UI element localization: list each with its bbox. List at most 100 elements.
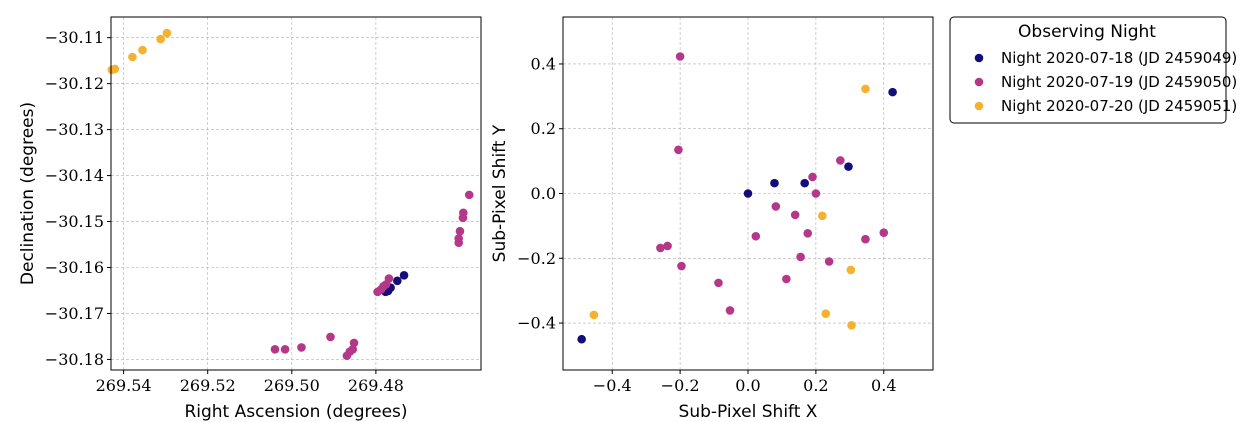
radec-axes-frame: [110, 16, 482, 371]
radec-data-point: [110, 64, 120, 74]
shift-data-point: [824, 257, 834, 266]
radec-points: [107, 28, 474, 361]
radec-y-tick-label: −30.13: [45, 120, 104, 139]
shift-data-point: [675, 52, 685, 61]
shift-series-3: [589, 84, 870, 330]
radec-data-point: [399, 271, 409, 280]
legend-item: Night 2020-07-18 (JD 2459049): [974, 49, 1237, 67]
shift-data-point: [751, 231, 761, 241]
radec-y-tick-label: −30.14: [45, 166, 104, 185]
radec-x-axis-label: Right Ascension (degrees): [184, 402, 407, 422]
shift-y-axis-label: Sub-Pixel Shift Y: [490, 124, 510, 262]
radec-data-point: [138, 45, 147, 55]
legend-item-label: Night 2020-07-19 (JD 2459050): [1001, 73, 1237, 91]
radec-series-2: [270, 190, 474, 361]
shift-data-point: [861, 84, 870, 94]
shift-series-2: [656, 52, 889, 315]
radec-y-ticks: −30.11 −30.12 −30.13 −30.14 −30.15 −30.16 −30.…: [45, 28, 111, 369]
radec-y-tick-label: −30.15: [45, 212, 104, 231]
shift-data-point: [663, 241, 672, 251]
legend-marker: [974, 101, 984, 111]
shift-data-point: [844, 162, 853, 171]
radec-y-tick-label: −30.17: [45, 304, 104, 323]
radec-data-point: [326, 332, 335, 342]
shift-x-tick-label: −0.4: [593, 376, 632, 395]
shift-points: [577, 52, 897, 344]
shift-y-tick-label: −0.2: [517, 249, 556, 268]
shift-data-point: [888, 87, 897, 97]
shift-data-point: [803, 229, 813, 238]
shift-data-point: [589, 310, 599, 320]
radec-scatter-plot: 269.54 269.52 269.50 269.48−30.11−30.12−30.…: [18, 16, 482, 422]
shift-y-tick-label: 0.2: [531, 119, 556, 138]
shift-data-point: [677, 261, 686, 271]
radec-grid: [111, 17, 481, 370]
shift-data-point: [836, 156, 845, 165]
shift-series-1: [577, 87, 897, 344]
shift-x-ticks: −0.4 −0.2 0.0 0.2 0.4: [593, 370, 897, 395]
shift-y-tick-label: 0.0: [531, 184, 556, 203]
legend-marker: [974, 77, 984, 87]
subpixel-shift-scatter-plot: −0.4 −0.2 0.0 0.2 0.4 0.4 0.2 0.0 −0.2 −0.4 Sub-Pi…: [490, 16, 934, 422]
radec-y-tick-label: −30.16: [45, 258, 104, 277]
radec-y-tick-label: −30.18: [45, 350, 104, 369]
radec-data-point: [270, 345, 280, 354]
radec-data-point: [162, 28, 172, 38]
radec-x-ticks: 269.54 269.52 269.50 269.48: [96, 370, 404, 395]
radec-data-point: [128, 52, 137, 62]
shift-data-point: [577, 334, 586, 344]
shift-data-point: [847, 321, 856, 330]
radec-series-3: [107, 28, 172, 75]
shift-data-point: [725, 306, 735, 315]
radec-data-point: [342, 351, 352, 361]
shift-x-tick-label: −0.2: [661, 376, 700, 395]
legend-title: Observing Night: [1018, 22, 1156, 42]
shift-data-point: [818, 211, 827, 221]
shift-data-point: [808, 172, 817, 182]
radec-data-point: [280, 345, 290, 354]
radec-x-tick-label: 269.52: [180, 376, 236, 395]
radec-x-tick-label: 269.50: [264, 376, 320, 395]
radec-y-tick-label: −30.11: [45, 28, 104, 47]
radec-data-point: [373, 287, 382, 297]
radec-data-point: [454, 238, 464, 247]
shift-data-point: [770, 178, 779, 188]
shift-data-point: [714, 278, 723, 288]
shift-x-tick-label: 0.4: [871, 376, 896, 395]
shift-data-point: [821, 309, 831, 318]
legend-item: Night 2020-07-20 (JD 2459051): [974, 97, 1237, 115]
shift-data-point: [879, 228, 889, 237]
radec-data-point: [455, 226, 465, 236]
shift-data-point: [743, 189, 753, 198]
shift-data-point: [846, 265, 856, 275]
legend: Observing Night Night 2020-07-18 (JD 245…: [949, 16, 1237, 124]
legend-items: Night 2020-07-18 (JD 2459049) Night 2020-…: [974, 49, 1237, 115]
legend-item: Night 2020-07-19 (JD 2459050): [974, 73, 1237, 91]
shift-data-point: [861, 234, 870, 244]
radec-data-point: [156, 34, 165, 44]
radec-y-axis-label: Declination (degrees): [18, 102, 38, 285]
radec-y-tick-label: −30.12: [45, 74, 104, 93]
radec-data-point: [458, 213, 468, 223]
shift-data-point: [771, 202, 781, 211]
radec-data-point: [464, 190, 474, 200]
shift-data-point: [674, 145, 683, 155]
shift-data-point: [800, 178, 809, 188]
shift-data-point: [811, 189, 821, 198]
legend-box: [949, 16, 1227, 124]
shift-y-tick-label: 0.4: [531, 54, 556, 73]
shift-data-point: [790, 210, 800, 220]
radec-data-point: [393, 276, 402, 286]
shift-data-point: [782, 274, 791, 284]
legend-item-label: Night 2020-07-20 (JD 2459051): [1001, 97, 1237, 115]
shift-y-ticks: 0.4 0.2 0.0 −0.2 −0.4: [517, 54, 563, 333]
shift-x-tick-label: 0.2: [803, 376, 828, 395]
radec-x-tick-label: 269.48: [348, 376, 404, 395]
radec-x-tick-label: 269.54: [96, 376, 152, 395]
shift-y-tick-label: −0.4: [517, 314, 556, 333]
legend-item-label: Night 2020-07-18 (JD 2459049): [1001, 49, 1237, 67]
shift-data-point: [656, 243, 665, 253]
shift-data-point: [796, 252, 805, 262]
